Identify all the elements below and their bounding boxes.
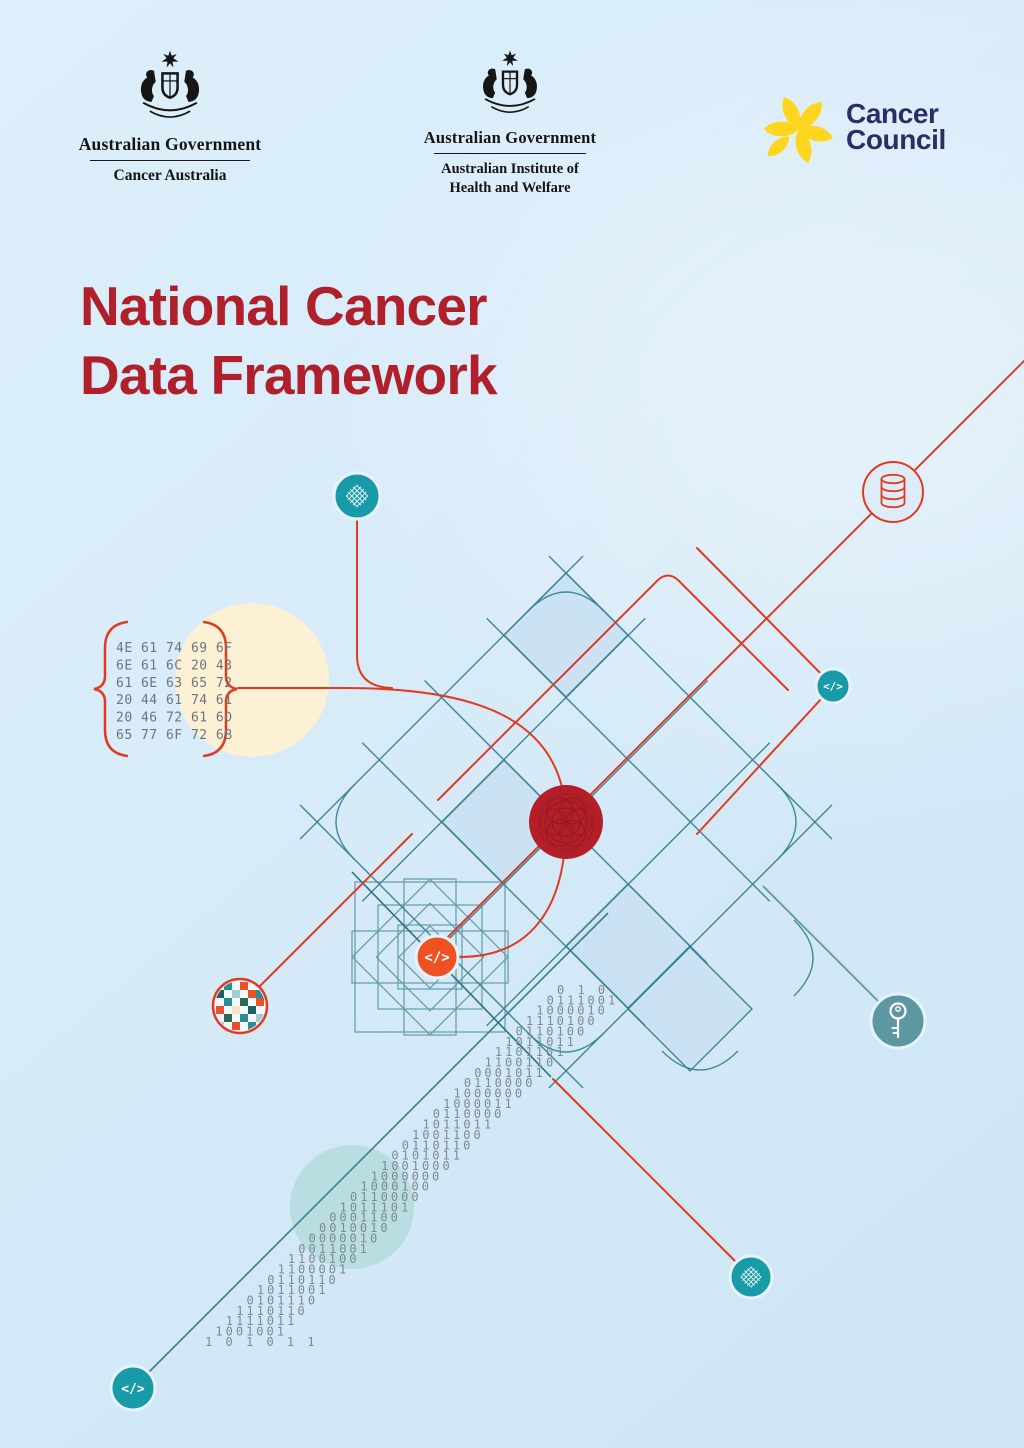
binary-line: 0001100 xyxy=(329,1211,401,1225)
logo-cancer-australia: Australian Government Cancer Australia xyxy=(70,50,270,185)
data-node-top xyxy=(332,471,382,521)
binary-line: 1000100 xyxy=(360,1180,432,1194)
hex-braces xyxy=(93,620,238,758)
hex-line: 61 6E 63 65 72 xyxy=(116,676,233,691)
cancer-council-wordmark: Cancer Council xyxy=(846,98,946,155)
binary-line: 1001001 xyxy=(215,1325,287,1339)
binary-line: 1110100 xyxy=(526,1014,598,1028)
code-icon: </> xyxy=(823,680,843,693)
teal-lines xyxy=(132,871,899,1389)
dept-line2: Health and Welfare xyxy=(449,179,571,196)
binary-line: 0 1 0 xyxy=(557,983,608,997)
hex-line: 65 77 6F 72 6B xyxy=(116,728,233,743)
page-title: National Cancer Data Framework xyxy=(80,272,498,411)
gov-label: Australian Government xyxy=(423,128,597,147)
binary-line: 1011011 xyxy=(505,1035,577,1049)
central-red-node xyxy=(529,785,603,859)
binary-line: 1110110 xyxy=(236,1304,308,1318)
teal-code-node-right: </> xyxy=(814,667,852,705)
logo-divider xyxy=(90,160,250,161)
binary-line: 0110000 xyxy=(433,1107,505,1121)
hex-line: 4E 61 74 69 6F xyxy=(116,641,233,656)
daffodil-icon xyxy=(763,97,833,163)
logo-aihw: Australian Government Australian Institu… xyxy=(408,50,612,198)
title-line2: Data Framework xyxy=(80,344,498,407)
binary-line: 0110100 xyxy=(516,1024,588,1038)
dept-label: Cancer Australia xyxy=(113,167,227,184)
binary-line: 0101011 xyxy=(391,1149,463,1163)
binary-line: 1100110 xyxy=(485,1056,557,1070)
binary-line: 0111001 xyxy=(547,993,619,1007)
binary-line: 1000011 xyxy=(443,1097,515,1111)
binary-line: 0110110 xyxy=(402,1138,474,1152)
binary-line: 0110110 xyxy=(267,1273,339,1287)
binary-line: 0101110 xyxy=(247,1294,319,1308)
cc-line2: Council xyxy=(846,124,946,155)
coat-of-arms-icon xyxy=(482,50,538,113)
hex-line: 20 44 61 74 61 xyxy=(116,693,233,708)
binary-line: 1011011 xyxy=(423,1118,495,1132)
dept-label: Australian Institute of Health and Welfa… xyxy=(408,160,612,198)
cream-circle xyxy=(175,603,329,757)
binary-line: 1000000 xyxy=(454,1087,526,1101)
binary-line: 1 0 1 0 1 1 xyxy=(205,1335,317,1349)
orange-code-node: </> xyxy=(414,934,460,980)
binary-line: 1011101 xyxy=(340,1200,412,1214)
binary-line: 0000010 xyxy=(309,1231,381,1245)
teal-code-node-bottom-left: </> xyxy=(109,1364,157,1412)
binary-line: 1011001 xyxy=(257,1283,329,1297)
coat-of-arms-icon xyxy=(140,50,200,118)
binary-line: 1001000 xyxy=(381,1159,453,1173)
binary-line: 1100001 xyxy=(278,1263,350,1277)
key-icon xyxy=(889,1002,907,1039)
database-node xyxy=(862,461,924,523)
title-line1: National Cancer xyxy=(80,275,488,337)
binary-line: 0011001 xyxy=(298,1242,370,1256)
hex-line: 20 46 72 61 6D xyxy=(116,711,233,726)
binary-line: 1000000 xyxy=(371,1169,443,1183)
binary-line: 1100100 xyxy=(288,1252,360,1266)
hex-code-block: 4E 61 74 69 6F 6E 61 6C 20 43 61 6E 63 65 … xyxy=(116,641,233,743)
diamond-grid xyxy=(296,552,836,1092)
code-icon: </> xyxy=(424,950,449,966)
binary-line: 0001011 xyxy=(474,1066,546,1080)
mosaic-node xyxy=(211,977,269,1035)
binary-cascade: 0 1 001110011000010111010001101001011011… xyxy=(205,983,619,1349)
binary-line: 0110000 xyxy=(464,1076,536,1090)
cc-line1: Cancer xyxy=(846,98,939,129)
logo-divider xyxy=(434,153,586,154)
binary-line: 1111011 xyxy=(226,1314,298,1328)
hex-line: 6E 61 6C 20 43 xyxy=(116,658,233,673)
logo-cancer-council: Cancer Council xyxy=(752,84,946,170)
data-node-bottom xyxy=(728,1254,774,1300)
binary-line: 0010010 xyxy=(319,1221,391,1235)
light-teal-circle xyxy=(290,1145,414,1269)
key-node xyxy=(869,992,927,1050)
binary-line: 1000010 xyxy=(536,1004,608,1018)
dept-line1: Australian Institute of xyxy=(441,161,579,177)
gov-label: Australian Government xyxy=(78,134,262,154)
database-icon xyxy=(880,473,906,509)
binary-line: 1101101 xyxy=(495,1045,567,1059)
binary-line: 0110000 xyxy=(350,1190,422,1204)
binary-line: 1001100 xyxy=(412,1128,484,1142)
code-icon: </> xyxy=(121,1382,145,1397)
